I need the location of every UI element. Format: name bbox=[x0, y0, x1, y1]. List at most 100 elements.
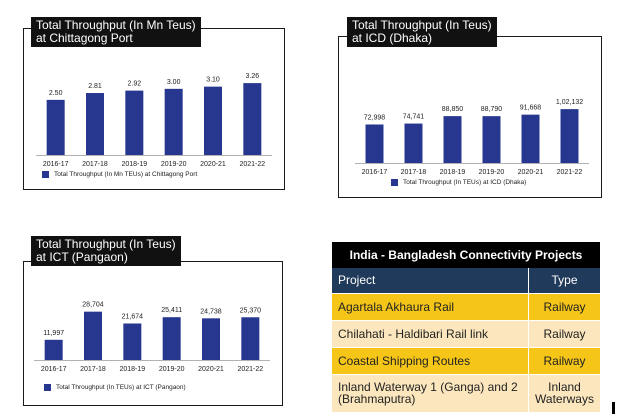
legend-swatch bbox=[44, 384, 51, 391]
header-type: Type bbox=[528, 268, 600, 293]
edge-mark bbox=[612, 402, 615, 414]
data-label: 1,02,132 bbox=[556, 99, 583, 106]
legend-text: Total Throughput (In TEUs) at ICT (Panga… bbox=[56, 384, 186, 391]
x-tick-label: 2016-17 bbox=[43, 161, 69, 168]
chart-svg-icd: 72,998 2016-17 74,741 2017-18 88,850 2018-19 8… bbox=[355, 99, 589, 176]
chart-title-line: at Chittagong Port bbox=[36, 31, 133, 45]
project-line: Inland Waterway 1 (Ganga) and 2 bbox=[338, 380, 518, 394]
bar bbox=[202, 318, 220, 360]
bar bbox=[162, 317, 181, 360]
bar bbox=[46, 99, 65, 155]
table-row: Inland Waterway 1 (Ganga) and 2 (Brahmap… bbox=[332, 373, 600, 412]
x-tick-label: 2020-21 bbox=[200, 161, 226, 168]
x-tick-label: 2018-19 bbox=[119, 366, 145, 373]
data-label: 11,997 bbox=[43, 330, 64, 337]
x-tick-label: 2020-21 bbox=[518, 169, 544, 176]
bar bbox=[241, 317, 260, 360]
header-project: Project bbox=[338, 273, 376, 288]
bar bbox=[125, 90, 144, 155]
bar bbox=[204, 86, 222, 155]
type-line: Waterways bbox=[535, 392, 594, 406]
x-tick-label: 2020-21 bbox=[198, 366, 224, 373]
table-header-row: Project Type bbox=[332, 268, 600, 293]
bar bbox=[560, 109, 579, 163]
bar bbox=[164, 88, 183, 155]
bar bbox=[123, 323, 142, 360]
project-line: (Brahmaputra) bbox=[338, 392, 416, 406]
bar bbox=[84, 311, 102, 360]
data-label: 3.00 bbox=[167, 79, 181, 86]
data-label: 3.26 bbox=[246, 73, 260, 80]
data-label: 3.10 bbox=[206, 77, 220, 84]
data-label: 2.92 bbox=[128, 81, 142, 88]
type-cell: Railway bbox=[528, 346, 600, 374]
x-tick-label: 2017-18 bbox=[80, 366, 106, 373]
type-line: Inland bbox=[548, 380, 581, 394]
table-row: Chilahati - Haldibari Rail link Railway bbox=[332, 319, 600, 347]
x-tick-label: 2017-18 bbox=[401, 169, 427, 176]
legend-chittagong: Total Throughput (In Mn TEUs) at Chittag… bbox=[42, 171, 197, 178]
legend-text: Total Throughput (In Mn TEUs) at Chittag… bbox=[54, 171, 198, 178]
data-label: 74,741 bbox=[403, 114, 425, 121]
chart-title-chittagong: Total Throughput (In Mn Teus) at Chittag… bbox=[31, 17, 201, 47]
data-label: 24,738 bbox=[200, 308, 222, 315]
chart-svg-ict: 11,997 2016-17 28,704 2017-18 21,674 2018-19 2… bbox=[34, 302, 270, 373]
chart-svg-chittagong: 2.50 2016-17 2.81 2017-18 2.92 2018-19 3.00 201… bbox=[36, 73, 272, 168]
data-label: 21,674 bbox=[122, 313, 144, 320]
chart-title-line: at ICD (Dhaka) bbox=[352, 31, 433, 45]
data-label: 88,790 bbox=[481, 106, 503, 113]
table-row: Agartala Akhaura Rail Railway bbox=[332, 292, 600, 320]
bar bbox=[482, 116, 501, 163]
chart-title-icd: Total Throughput (In Teus) at ICD (Dhaka… bbox=[347, 17, 497, 47]
project-cell: Inland Waterway 1 (Ganga) and 2 (Brahmap… bbox=[332, 373, 529, 412]
type-cell: Railway bbox=[528, 292, 600, 320]
chart-title-ict: Total Throughput (In Teus) at ICT (Panga… bbox=[31, 236, 181, 266]
chart-panel-icd: 72,998 2016-17 74,741 2017-18 88,850 2018-19 8… bbox=[338, 36, 602, 198]
bar bbox=[365, 124, 384, 163]
data-label: 88,850 bbox=[442, 106, 464, 113]
data-label: 91,668 bbox=[520, 105, 542, 112]
chart-title-line: Total Throughput (In Teus) bbox=[36, 237, 176, 251]
bar bbox=[44, 339, 63, 360]
x-tick-label: 2016-17 bbox=[41, 366, 67, 373]
chart-panel-ict: 11,997 2016-17 28,704 2017-18 21,674 2018-19 2… bbox=[23, 261, 283, 406]
table-title: India - Bangladesh Connectivity Projects bbox=[332, 242, 600, 268]
legend-swatch bbox=[391, 179, 398, 186]
chart-panel-chittagong: 2.50 2016-17 2.81 2017-18 2.92 2018-19 3.00 201… bbox=[23, 28, 285, 190]
x-tick-label: 2021-22 bbox=[557, 169, 583, 176]
legend-ict: Total Throughput (In TEUs) at ICT (Panga… bbox=[44, 384, 186, 391]
bar bbox=[243, 83, 262, 155]
chart-title-line: at ICT (Pangaon) bbox=[36, 250, 128, 264]
x-tick-label: 2016-17 bbox=[362, 169, 388, 176]
x-tick-label: 2019-20 bbox=[159, 366, 185, 373]
data-label: 2.81 bbox=[88, 83, 102, 90]
connectivity-projects-table: India - Bangladesh Connectivity Projects… bbox=[332, 242, 600, 412]
legend-text: Total Throughput (In TEUs) at ICD (Dhaka… bbox=[403, 179, 527, 186]
data-label: 25,370 bbox=[240, 307, 262, 314]
type-cell: Railway bbox=[528, 319, 600, 347]
data-label: 28,704 bbox=[82, 302, 104, 309]
table-row: Coastal Shipping Routes Railway bbox=[332, 346, 600, 374]
project-cell: Agartala Akhaura Rail bbox=[332, 292, 529, 320]
bar bbox=[86, 93, 104, 155]
project-cell: Chilahati - Haldibari Rail link bbox=[332, 319, 529, 347]
project-cell: Coastal Shipping Routes bbox=[332, 346, 529, 374]
x-tick-label: 2019-20 bbox=[479, 169, 505, 176]
type-cell: Inland Waterways bbox=[528, 373, 600, 412]
data-label: 72,998 bbox=[364, 114, 386, 121]
data-label: 25,411 bbox=[161, 307, 182, 314]
chart-title-line: Total Throughput (In Mn Teus) bbox=[36, 18, 196, 32]
x-tick-label: 2017-18 bbox=[82, 161, 108, 168]
x-tick-label: 2019-20 bbox=[161, 161, 187, 168]
x-tick-label: 2018-19 bbox=[440, 169, 466, 176]
x-tick-label: 2021-22 bbox=[237, 366, 263, 373]
legend-swatch bbox=[42, 171, 49, 178]
chart-title-line: Total Throughput (In Teus) bbox=[352, 18, 492, 32]
legend-icd: Total Throughput (In TEUs) at ICD (Dhaka… bbox=[391, 179, 526, 186]
data-label: 2.50 bbox=[49, 90, 63, 97]
bar bbox=[443, 116, 462, 163]
x-tick-label: 2018-19 bbox=[121, 161, 147, 168]
bar bbox=[404, 123, 423, 163]
bar bbox=[521, 114, 540, 163]
x-tick-label: 2021-22 bbox=[239, 161, 265, 168]
